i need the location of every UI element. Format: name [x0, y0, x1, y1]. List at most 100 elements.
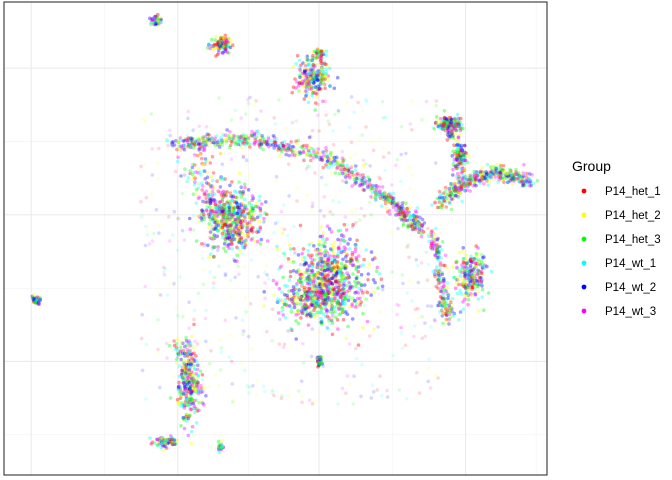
data-point — [213, 372, 217, 377]
data-point — [488, 165, 493, 169]
data-point — [474, 180, 479, 184]
data-point — [328, 262, 333, 267]
data-point — [139, 164, 143, 169]
data-point — [390, 270, 395, 274]
data-point — [335, 160, 340, 165]
data-point — [244, 158, 249, 162]
data-point — [287, 278, 292, 283]
data-point — [496, 165, 500, 170]
data-point — [234, 230, 238, 235]
data-point — [260, 136, 264, 140]
data-point — [330, 285, 334, 289]
data-point — [356, 343, 361, 347]
data-point — [340, 386, 345, 391]
data-point — [360, 182, 365, 187]
data-point — [315, 151, 320, 155]
data-point — [209, 349, 213, 353]
data-point — [281, 146, 285, 151]
data-point — [178, 144, 183, 149]
data-point — [356, 300, 361, 304]
data-point — [374, 187, 379, 191]
data-point — [280, 305, 285, 310]
data-point — [383, 115, 388, 120]
data-point — [335, 165, 340, 169]
data-point — [396, 206, 401, 210]
data-point — [281, 345, 286, 350]
data-point — [306, 253, 311, 257]
data-point — [399, 331, 404, 335]
data-point — [435, 205, 440, 210]
data-point — [207, 133, 211, 137]
data-point — [229, 203, 234, 207]
data-point — [383, 201, 388, 206]
data-point — [243, 137, 248, 142]
data-point — [391, 204, 396, 208]
data-point — [185, 138, 190, 142]
data-point — [250, 134, 255, 138]
data-point — [413, 217, 417, 221]
data-point — [212, 138, 217, 143]
data-point — [181, 361, 186, 365]
data-point — [181, 377, 185, 382]
data-point — [323, 275, 327, 279]
data-point — [453, 286, 458, 291]
data-point — [429, 304, 434, 309]
data-point — [311, 298, 315, 302]
data-point — [411, 214, 415, 218]
data-point — [278, 298, 283, 303]
data-point — [301, 247, 306, 251]
data-point — [206, 137, 211, 141]
data-point — [345, 163, 350, 168]
data-point — [192, 308, 197, 313]
data-point — [404, 396, 409, 401]
data-point — [374, 269, 379, 274]
data-point — [462, 170, 466, 175]
data-point — [233, 142, 238, 146]
data-point — [497, 171, 501, 175]
data-point — [319, 306, 324, 310]
data-point — [439, 300, 444, 305]
data-point — [225, 190, 229, 194]
data-point — [223, 219, 227, 223]
data-point — [262, 290, 267, 294]
data-point — [322, 195, 327, 199]
data-point — [243, 134, 247, 138]
data-point — [144, 342, 149, 347]
data-point — [411, 220, 415, 225]
data-point — [360, 109, 365, 114]
data-point — [316, 48, 320, 53]
data-point — [458, 288, 462, 293]
data-point — [323, 297, 328, 302]
data-point — [350, 184, 354, 188]
data-point — [417, 391, 422, 395]
data-point — [323, 62, 327, 66]
data-point — [286, 393, 291, 398]
data-point — [434, 103, 439, 108]
data-point — [402, 210, 406, 214]
data-point — [434, 99, 439, 103]
data-point — [336, 327, 340, 331]
data-point — [319, 256, 324, 261]
data-point — [395, 157, 400, 162]
data-point — [190, 356, 194, 360]
data-point — [351, 272, 355, 276]
data-point — [150, 18, 155, 22]
data-point — [212, 275, 217, 280]
data-point — [207, 222, 212, 226]
data-point — [273, 122, 278, 126]
data-point — [192, 322, 196, 327]
data-point — [455, 112, 460, 117]
data-point — [196, 196, 201, 201]
data-point — [414, 258, 419, 262]
data-point — [197, 408, 201, 413]
data-point — [485, 162, 490, 167]
data-point — [326, 326, 330, 331]
data-point — [332, 265, 336, 270]
data-point — [197, 136, 201, 141]
data-point — [204, 140, 208, 144]
data-point — [216, 208, 221, 212]
data-point — [188, 227, 193, 231]
data-point — [450, 296, 455, 301]
data-point — [218, 36, 223, 40]
data-point — [410, 224, 414, 229]
